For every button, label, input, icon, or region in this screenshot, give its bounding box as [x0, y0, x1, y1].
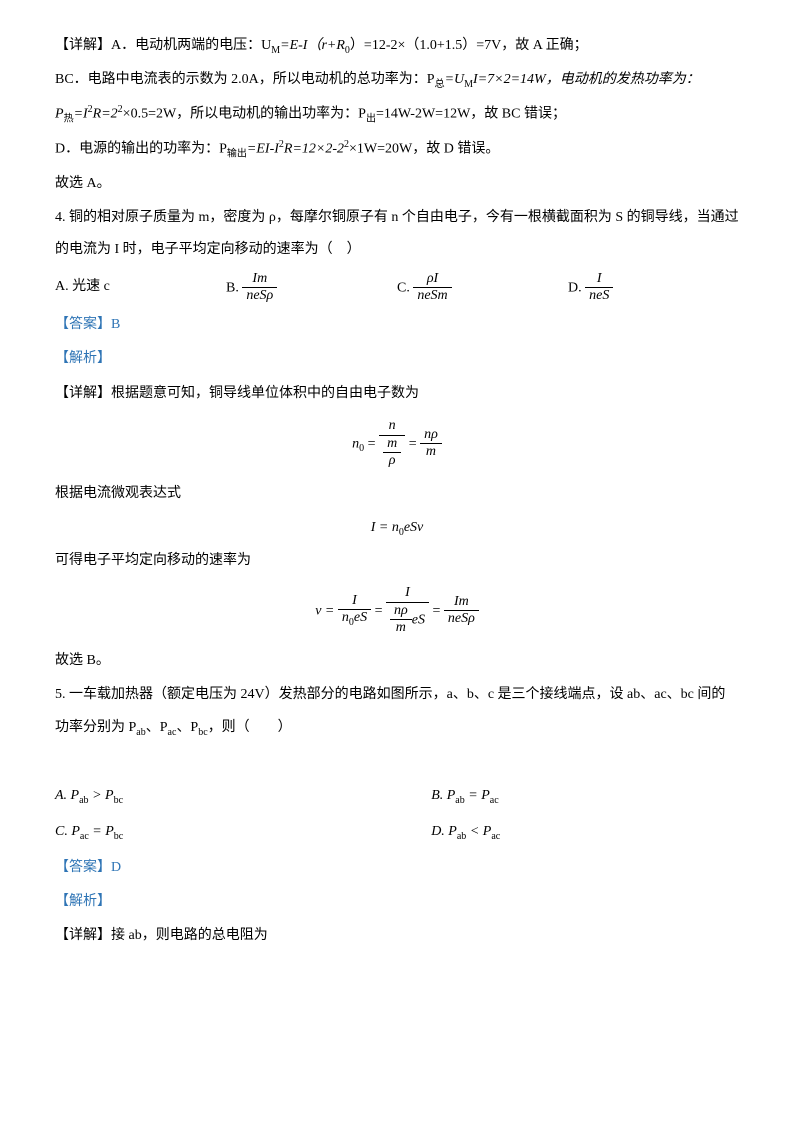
conclusion-a: 故选 A。 [55, 168, 739, 200]
analysis-label-2: 【解析】 [55, 886, 739, 918]
option-5c: C. Pac = Pbc [55, 816, 431, 848]
solution-a: 【详解】A．电动机两端的电压：UM=E-I（r+R0）=12-2×（1.0+1.… [55, 30, 739, 62]
option-5d: D. Pab < Pac [431, 816, 739, 848]
answer-4: 【答案】B [55, 309, 739, 341]
solution-bc: BC．电路中电流表的示数为 2.0A，所以电动机的总功率为：P总=UMI=7×2… [55, 64, 739, 96]
equation-2: I = n0eSv [55, 512, 739, 544]
option-c: C. ρIneSm [397, 271, 568, 306]
analysis-label: 【解析】 [55, 343, 739, 375]
q5-options-row1: A. Pab > Pbc B. Pab = Pac [55, 780, 739, 812]
answer-5: 【答案】D [55, 852, 739, 884]
option-5a: A. Pab > Pbc [55, 780, 431, 812]
option-a: A. 光速 c [55, 271, 226, 306]
solution-bc-2: P热=I2R=22×0.5=2W，所以电动机的输出功率为：P出=14W-2W=1… [55, 98, 739, 131]
question-4: 4. 铜的相对原子质量为 m，密度为 ρ，每摩尔铜原子有 n 个自由电子，今有一… [55, 202, 739, 266]
equation-3: v = In0eS = InρmeS = ImneSρ [55, 585, 739, 637]
p7: 可得电子平均定向移动的速率为 [55, 545, 739, 577]
p6: 根据电流微观表达式 [55, 478, 739, 510]
q4-options: A. 光速 c B. ImneSρ C. ρIneSm D. IneS [55, 271, 739, 306]
option-b: B. ImneSρ [226, 271, 397, 306]
question-5: 5. 一车载加热器（额定电压为 24V）发热部分的电路如图所示，a、b、c 是三… [55, 679, 739, 743]
option-5b: B. Pab = Pac [431, 780, 739, 812]
solution-d: D．电源的输出的功率为：P输出=EI-I2R=12×2-22×1W=20W，故 … [55, 133, 739, 166]
q5-options-row2: C. Pac = Pbc D. Pab < Pac [55, 816, 739, 848]
detail-5: 【详解】接 ab，则电路的总电阻为 [55, 920, 739, 952]
equation-1: n0 = nmρ = nρm [55, 418, 739, 470]
conclusion-b: 故选 B。 [55, 645, 739, 677]
option-d: D. IneS [568, 271, 739, 306]
detail-4: 【详解】根据题意可知，铜导线单位体积中的自由电子数为 [55, 378, 739, 410]
